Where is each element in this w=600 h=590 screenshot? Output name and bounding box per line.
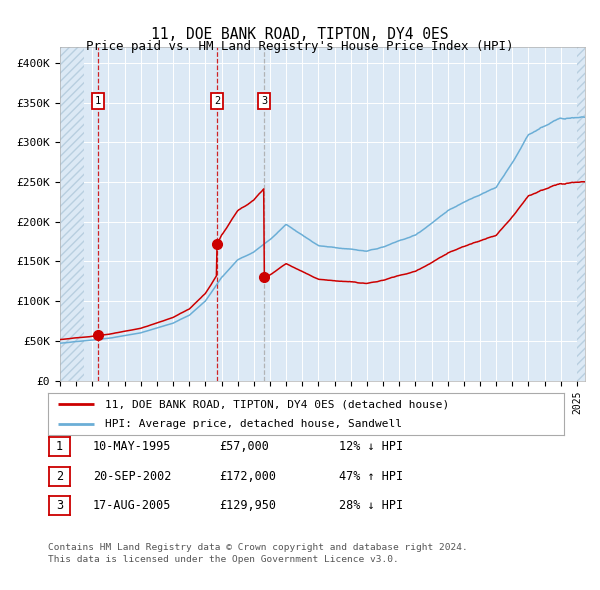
Text: 47% ↑ HPI: 47% ↑ HPI xyxy=(339,470,403,483)
Text: 20-SEP-2002: 20-SEP-2002 xyxy=(93,470,172,483)
Text: Price paid vs. HM Land Registry's House Price Index (HPI): Price paid vs. HM Land Registry's House … xyxy=(86,40,514,53)
Text: 2: 2 xyxy=(214,96,220,106)
Text: 28% ↓ HPI: 28% ↓ HPI xyxy=(339,499,403,512)
Text: 11, DOE BANK ROAD, TIPTON, DY4 0ES: 11, DOE BANK ROAD, TIPTON, DY4 0ES xyxy=(151,27,449,41)
Text: 11, DOE BANK ROAD, TIPTON, DY4 0ES (detached house): 11, DOE BANK ROAD, TIPTON, DY4 0ES (deta… xyxy=(105,399,449,409)
Text: £129,950: £129,950 xyxy=(219,499,276,512)
Text: This data is licensed under the Open Government Licence v3.0.: This data is licensed under the Open Gov… xyxy=(48,555,399,563)
Polygon shape xyxy=(577,47,585,381)
Text: 10-MAY-1995: 10-MAY-1995 xyxy=(93,440,172,453)
Text: £172,000: £172,000 xyxy=(219,470,276,483)
Text: 1: 1 xyxy=(56,440,63,453)
Text: £57,000: £57,000 xyxy=(219,440,269,453)
Text: 12% ↓ HPI: 12% ↓ HPI xyxy=(339,440,403,453)
Polygon shape xyxy=(60,47,84,381)
Text: 3: 3 xyxy=(56,499,63,512)
Text: 17-AUG-2005: 17-AUG-2005 xyxy=(93,499,172,512)
Text: 1: 1 xyxy=(95,96,101,106)
Text: 2: 2 xyxy=(56,470,63,483)
Text: 3: 3 xyxy=(261,96,267,106)
Text: HPI: Average price, detached house, Sandwell: HPI: Average price, detached house, Sand… xyxy=(105,419,402,429)
Text: Contains HM Land Registry data © Crown copyright and database right 2024.: Contains HM Land Registry data © Crown c… xyxy=(48,543,468,552)
